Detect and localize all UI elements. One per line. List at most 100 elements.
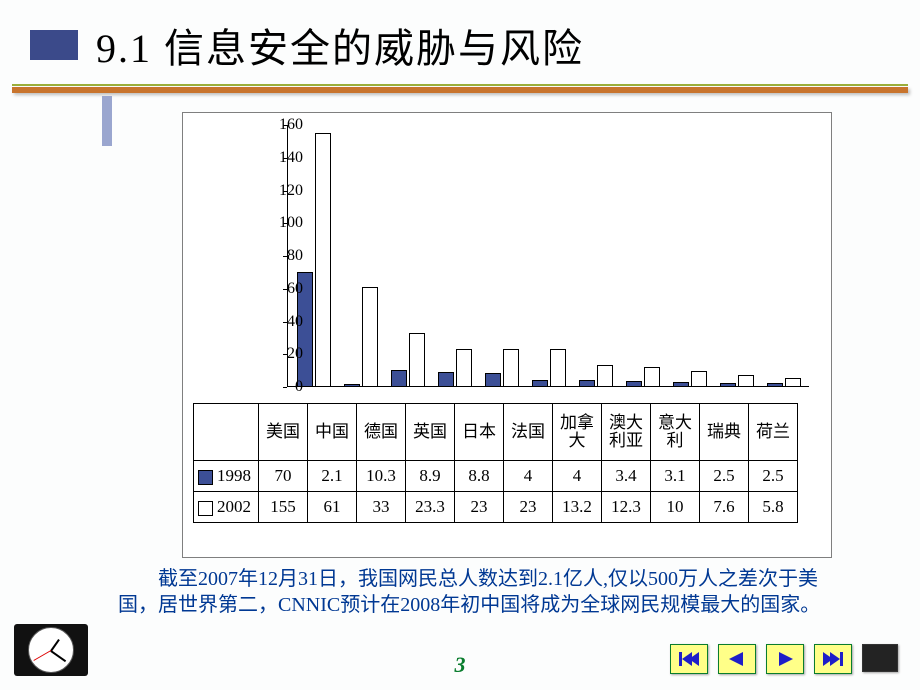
table-cell: 10.3 — [357, 461, 406, 492]
table-cell: 5.8 — [749, 492, 798, 523]
bar-1998 — [532, 380, 548, 387]
bar-2002 — [738, 375, 754, 387]
table-header: 意大利 — [651, 404, 700, 461]
bars-group — [287, 125, 809, 387]
bar-2002 — [456, 349, 472, 387]
table-header: 加拿大 — [553, 404, 602, 461]
y-tick-mark — [283, 158, 287, 159]
caption-part: 2.1 — [538, 568, 563, 590]
caption-part: 2007 — [198, 568, 238, 590]
table-header: 瑞典 — [700, 404, 749, 461]
legend-label: 2002 — [217, 497, 251, 516]
legend-swatch-icon — [198, 470, 213, 485]
caption-part: 亿人 — [563, 568, 603, 590]
end-show-button[interactable] — [862, 644, 898, 672]
table-cell: 33 — [357, 492, 406, 523]
underline-accent-top — [12, 84, 908, 86]
y-tick-label: 80 — [243, 247, 303, 265]
bar-1998 — [391, 370, 407, 387]
table-cell: 3.1 — [651, 461, 700, 492]
table-cell: 2.1 — [308, 461, 357, 492]
y-tick-mark — [283, 191, 287, 192]
bar-1998 — [720, 383, 736, 387]
caption-part: 截至 — [118, 568, 198, 590]
table-header: 德国 — [357, 404, 406, 461]
table-header: 荷兰 — [749, 404, 798, 461]
y-tick-mark — [283, 256, 287, 257]
clock-face-icon — [28, 627, 74, 673]
y-tick-label: 100 — [243, 214, 303, 232]
bar-2002 — [644, 367, 660, 387]
table-header: 日本 — [455, 404, 504, 461]
next-button[interactable] — [766, 644, 804, 674]
table-cell: 13.2 — [553, 492, 602, 523]
table-cell: 61 — [308, 492, 357, 523]
bar-1998 — [485, 373, 501, 387]
table-cell: 8.9 — [406, 461, 455, 492]
bar-2002 — [315, 133, 331, 387]
caption-part: 2008 — [400, 594, 440, 616]
table-cell: 3.4 — [602, 461, 651, 492]
y-tick-mark — [283, 354, 287, 355]
y-tick-mark — [283, 289, 287, 290]
title-underline — [12, 84, 908, 90]
caption-part: 年初中国将成为全球网民规模最大的国家。 — [440, 594, 820, 616]
bar-2002 — [409, 333, 425, 387]
y-tick-mark — [283, 223, 287, 224]
chart-container: 020406080100120140160 美国中国德国英国日本法国加拿大澳大利… — [182, 112, 832, 558]
underline-accent-main — [12, 87, 908, 93]
caption-part: 31 — [298, 568, 318, 590]
caption-part: 预计在 — [340, 594, 400, 616]
bar-1998 — [767, 383, 783, 387]
bar-1998 — [438, 372, 454, 387]
caption-part: 年 — [238, 568, 258, 590]
nav-controls — [670, 644, 898, 674]
table-header: 英国 — [406, 404, 455, 461]
page-title: 9.1 信息安全的威胁与风险 — [96, 16, 584, 74]
bar-2002 — [691, 371, 707, 387]
chart-plot-area — [287, 125, 809, 387]
bar-2002 — [362, 287, 378, 387]
first-button[interactable] — [670, 644, 708, 674]
caption-part: 500 — [648, 568, 678, 590]
y-tick-label: 120 — [243, 182, 303, 200]
y-tick-label: 40 — [243, 313, 303, 331]
table-cell: 23.3 — [406, 492, 455, 523]
legend-label: 1998 — [217, 466, 251, 485]
y-tick-label: 160 — [243, 116, 303, 134]
slide: 9.1 信息安全的威胁与风险 020406080100120140160 美国中… — [0, 0, 920, 690]
y-tick-label: 0 — [243, 378, 303, 396]
table-cell: 4 — [504, 461, 553, 492]
table-header: 美国 — [259, 404, 308, 461]
caption-part: CNNIC — [278, 594, 340, 616]
last-button[interactable] — [814, 644, 852, 674]
table-cell: 8.8 — [455, 461, 504, 492]
caption-part: 12 — [258, 568, 278, 590]
table-cell: 10 — [651, 492, 700, 523]
table-cell: 2.5 — [700, 461, 749, 492]
side-accent-bar — [102, 96, 112, 146]
y-tick-mark — [283, 125, 287, 126]
bar-1998 — [344, 384, 360, 387]
table-header: 法国 — [504, 404, 553, 461]
table-cell: 23 — [504, 492, 553, 523]
bar-2002 — [597, 365, 613, 387]
y-tick-mark — [283, 322, 287, 323]
bar-2002 — [550, 349, 566, 387]
legend-swatch-icon — [198, 501, 213, 516]
bar-1998 — [673, 382, 689, 387]
table-cell: 70 — [259, 461, 308, 492]
caption-part: 月 — [278, 568, 298, 590]
table-cell: 4 — [553, 461, 602, 492]
table-header: 中国 — [308, 404, 357, 461]
y-tick-label: 60 — [243, 280, 303, 298]
table-corner — [194, 404, 259, 461]
table-cell: 12.3 — [602, 492, 651, 523]
title-square-icon — [30, 30, 78, 60]
y-tick-mark — [283, 387, 287, 388]
legend-cell: 2002 — [194, 492, 259, 523]
table-cell: 7.6 — [700, 492, 749, 523]
prev-button[interactable] — [718, 644, 756, 674]
table-header: 澳大利亚 — [602, 404, 651, 461]
caption-text: 截至2007年12月31日，我国网民总人数达到2.1亿人,仅以500万人之差次于… — [118, 566, 840, 618]
